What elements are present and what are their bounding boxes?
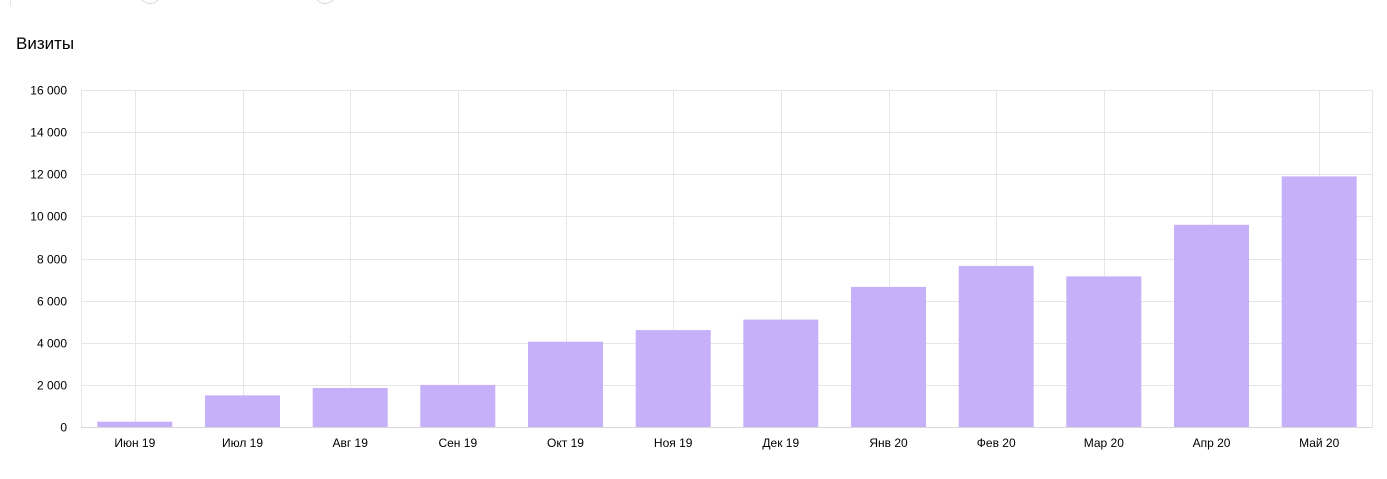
x-tick-label: Май 20 bbox=[1299, 436, 1340, 450]
y-tick-label: 8 000 bbox=[37, 253, 67, 267]
y-tick-label: 16 000 bbox=[30, 84, 67, 98]
bar[interactable] bbox=[851, 286, 926, 427]
x-tick-label: Дек 19 bbox=[762, 436, 799, 450]
y-tick-label: 2 000 bbox=[37, 379, 67, 393]
x-tick-label: Июн 19 bbox=[114, 436, 155, 450]
bar[interactable] bbox=[528, 341, 603, 427]
y-tick-labels: 0 2 000 4 000 6 000 8 000 10 000 12 000 14 000 1… bbox=[30, 84, 67, 435]
bar[interactable] bbox=[97, 421, 173, 427]
x-tick-labels: Июн 19 Июл 19 Авг 19 Сен 19 Окт 19 Ноя 19 Дек … bbox=[114, 436, 1339, 450]
bar[interactable] bbox=[420, 384, 496, 427]
bar[interactable] bbox=[635, 330, 711, 427]
bar[interactable] bbox=[958, 265, 1034, 427]
x-tick-label: Ноя 19 bbox=[654, 436, 693, 450]
bar[interactable] bbox=[205, 395, 280, 427]
y-tick-label: 10 000 bbox=[30, 210, 67, 224]
y-tick-label: 4 000 bbox=[37, 337, 67, 351]
panel-edge-line bbox=[10, 0, 11, 6]
x-tick-label: Фев 20 bbox=[977, 436, 1016, 450]
bar[interactable] bbox=[1174, 224, 1249, 427]
x-tick-label: Мар 20 bbox=[1084, 436, 1124, 450]
y-tick-label: 12 000 bbox=[30, 168, 67, 182]
x-tick-label: Июл 19 bbox=[222, 436, 263, 450]
x-tick-label: Окт 19 bbox=[547, 436, 584, 450]
x-tick-label: Апр 20 bbox=[1193, 436, 1231, 450]
y-tick-label: 6 000 bbox=[37, 295, 67, 309]
y-tick-label: 14 000 bbox=[30, 126, 67, 140]
bar[interactable] bbox=[1281, 176, 1357, 427]
y-tick-label: 0 bbox=[60, 421, 67, 435]
x-tick-label: Авг 19 bbox=[332, 436, 368, 450]
bar[interactable] bbox=[1066, 276, 1142, 427]
bars bbox=[97, 176, 1357, 427]
bar[interactable] bbox=[743, 319, 819, 427]
chart-title: Визиты bbox=[16, 34, 75, 53]
top-strip bbox=[0, 0, 1387, 10]
bar[interactable] bbox=[312, 388, 388, 427]
x-tick-label: Сен 19 bbox=[438, 436, 477, 450]
x-tick-label: Янв 20 bbox=[869, 436, 908, 450]
